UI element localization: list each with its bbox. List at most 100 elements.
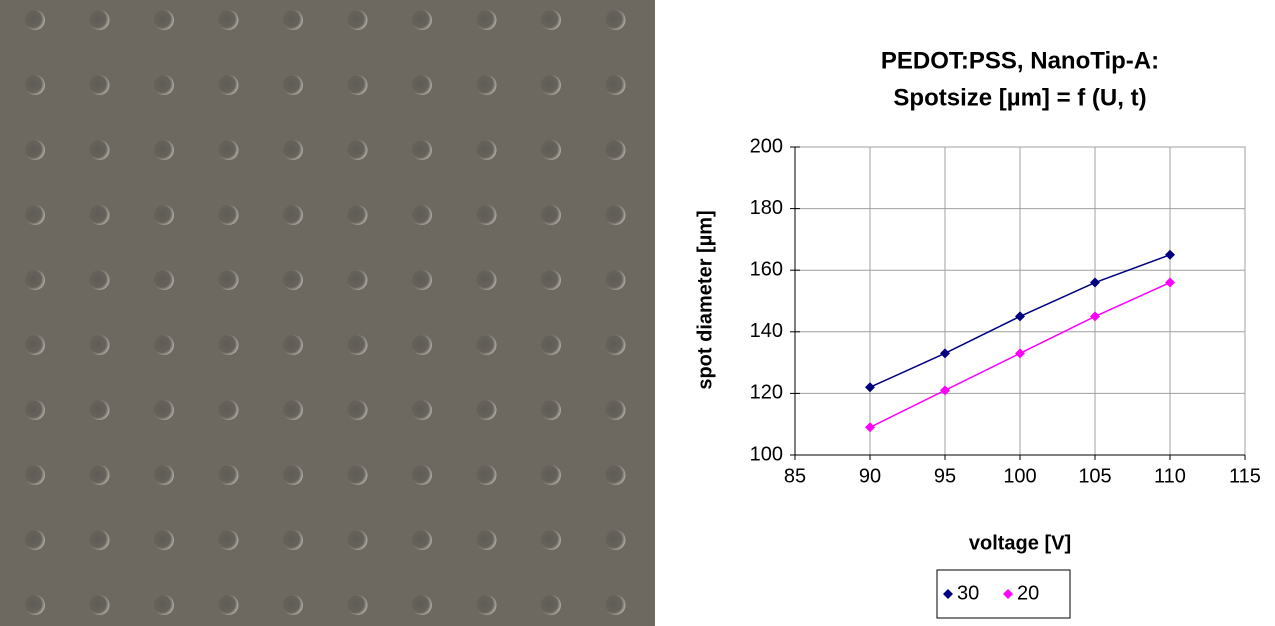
- spot: [89, 10, 110, 30]
- data-point: [865, 422, 875, 433]
- spot: [154, 270, 174, 290]
- data-point: [940, 385, 950, 396]
- spot: [347, 335, 368, 355]
- y-tick-label: 160: [750, 258, 783, 280]
- spot: [412, 140, 432, 160]
- spot: [412, 465, 432, 485]
- spot: [154, 205, 174, 225]
- spot: [476, 530, 497, 550]
- spot: [541, 10, 561, 30]
- spot: [412, 530, 432, 550]
- spot: [476, 335, 497, 355]
- data-point: [1015, 311, 1025, 322]
- spot: [541, 465, 561, 485]
- spot: [25, 75, 45, 95]
- x-tick-label: 110: [1154, 465, 1186, 487]
- spot: [89, 400, 110, 420]
- spot: [541, 400, 561, 420]
- spot: [218, 595, 239, 615]
- spot: [412, 75, 432, 95]
- spot: [412, 10, 432, 30]
- spot: [218, 140, 239, 160]
- spot: [412, 400, 432, 420]
- spot: [605, 400, 626, 420]
- spot: [25, 595, 45, 615]
- micrograph: [0, 0, 655, 626]
- spot: [154, 75, 174, 95]
- spot: [476, 140, 497, 160]
- spot: [154, 530, 174, 550]
- spot: [347, 75, 368, 95]
- spot: [154, 400, 174, 420]
- spot: [89, 270, 110, 290]
- spot: [347, 270, 368, 290]
- spot: [218, 335, 239, 355]
- spot: [347, 400, 368, 420]
- spot: [25, 400, 45, 420]
- x-tick-label: 90: [859, 465, 881, 487]
- spot: [25, 465, 45, 485]
- spot: [605, 335, 626, 355]
- spot: [476, 270, 497, 290]
- spot: [154, 140, 174, 160]
- spot: [605, 205, 626, 225]
- data-point: [1165, 249, 1175, 260]
- spot: [89, 335, 110, 355]
- x-tick-label: 85: [784, 465, 806, 487]
- data-point: [1090, 311, 1100, 322]
- spot: [89, 205, 110, 225]
- spot: [154, 335, 174, 355]
- data-point: [865, 382, 875, 393]
- spot: [89, 530, 110, 550]
- spot: [154, 10, 174, 30]
- spot: [283, 270, 303, 290]
- spot: [476, 10, 497, 30]
- spot: [605, 10, 626, 30]
- spot: [283, 205, 303, 225]
- legend-label: 20: [1017, 582, 1039, 604]
- spot: [154, 465, 174, 485]
- x-tick-label: 100: [1003, 465, 1036, 487]
- spot: [283, 465, 303, 485]
- y-tick-label: 100: [750, 443, 783, 465]
- spot: [25, 140, 45, 160]
- spot: [283, 335, 303, 355]
- spot: [541, 140, 561, 160]
- spot: [541, 530, 561, 550]
- spot: [476, 205, 497, 225]
- chart: PEDOT:PSS, NanoTip-A: Spotsize [µm] = f …: [694, 47, 1261, 619]
- spot: [218, 400, 239, 420]
- spot: [283, 140, 303, 160]
- spot: [347, 10, 368, 30]
- spot: [25, 335, 45, 355]
- chart-title-line: Spotsize [µm] = f (U, t): [893, 84, 1146, 111]
- spot: [412, 335, 432, 355]
- spot: [605, 465, 626, 485]
- spot: [218, 465, 239, 485]
- legend-label: 30: [957, 582, 979, 604]
- spot: [218, 530, 239, 550]
- spot: [476, 465, 497, 485]
- spot: [283, 400, 303, 420]
- chart-title-line: PEDOT:PSS, NanoTip-A:: [881, 47, 1159, 74]
- spot: [605, 595, 626, 615]
- x-tick-label: 115: [1229, 465, 1261, 487]
- data-point: [1165, 277, 1175, 288]
- spot: [218, 10, 239, 30]
- y-tick-label: 200: [750, 135, 783, 157]
- spot: [476, 75, 497, 95]
- spot: [283, 595, 303, 615]
- spot: [283, 530, 303, 550]
- spot: [605, 270, 626, 290]
- y-axis-label: spot diameter [µm]: [694, 210, 716, 389]
- spot: [347, 140, 368, 160]
- legend-marker: [943, 589, 953, 599]
- spot: [605, 75, 626, 95]
- spot: [476, 595, 497, 615]
- spot: [218, 205, 239, 225]
- spot: [283, 10, 303, 30]
- data-point: [1015, 348, 1025, 359]
- spot: [347, 465, 368, 485]
